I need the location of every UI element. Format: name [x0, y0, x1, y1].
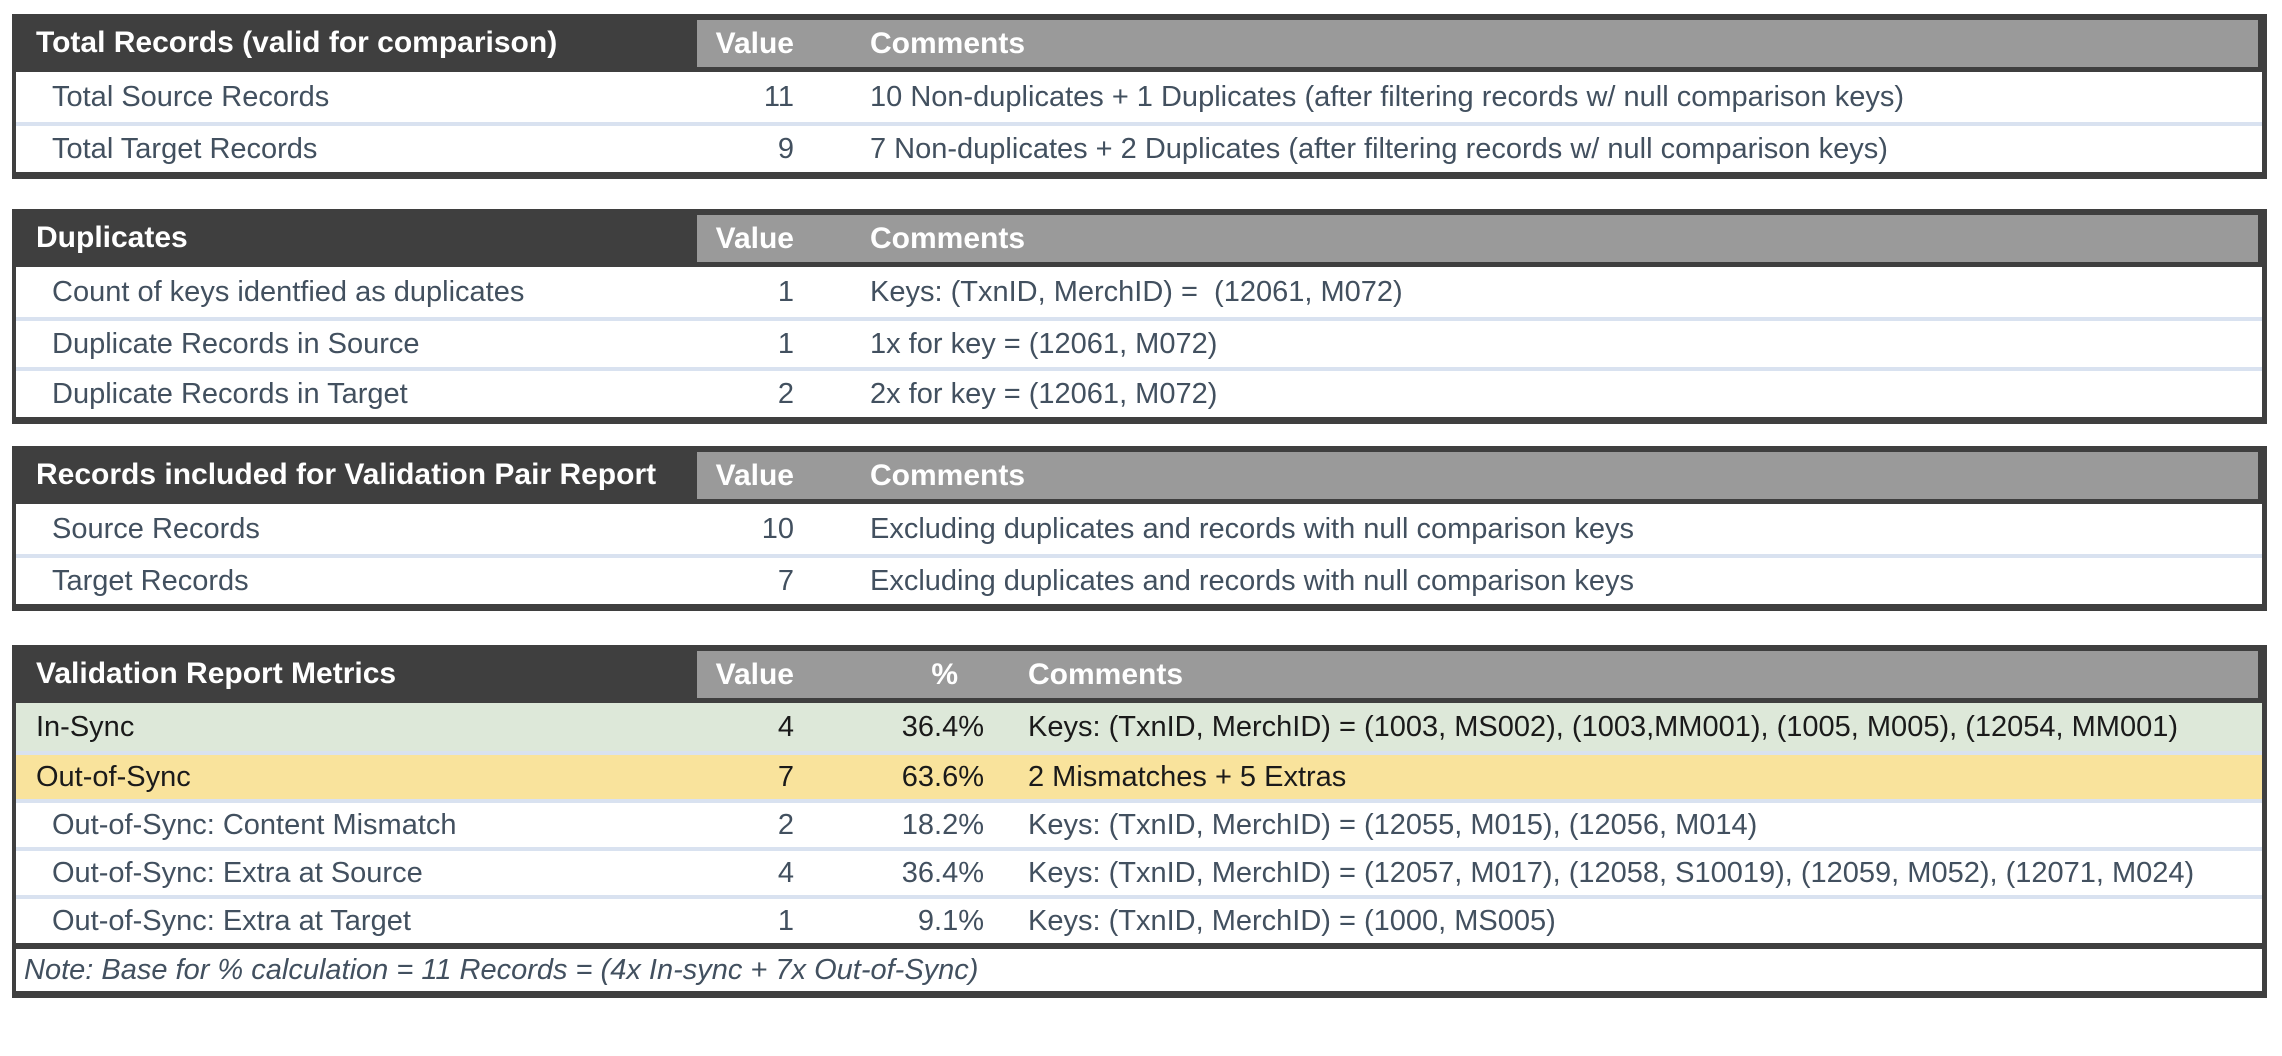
row-value: 7 [777, 564, 794, 597]
column-header-comments: Comments [870, 221, 1026, 255]
row-label: Count of keys identfied as duplicates [52, 275, 525, 308]
table-row: Total Source Records 11 10 Non-duplicate… [16, 72, 2262, 122]
table-header: Validation Report Metrics Value % Commen… [16, 645, 2262, 703]
row-label: Out-of-Sync: Extra at Target [52, 904, 411, 937]
column-header-comments: Comments [870, 26, 1026, 60]
column-header-value: Value [715, 458, 794, 492]
column-header-value: Value [715, 657, 794, 691]
row-comment: Excluding duplicates and records with nu… [870, 512, 1635, 545]
validation-summary-report: Total Records (valid for comparison) Val… [12, 14, 2267, 998]
row-percent: 36.4% [901, 856, 984, 889]
table-row: Total Target Records 9 7 Non-duplicates … [16, 122, 2262, 172]
table-row: Source Records 10 Excluding duplicates a… [16, 504, 2262, 554]
row-content-mismatch: Out-of-Sync: Content Mismatch 2 18.2% Ke… [16, 799, 2262, 847]
table-duplicates: Duplicates Value Comments Count of keys … [12, 209, 2267, 424]
row-label: Duplicate Records in Source [52, 327, 420, 360]
row-label: Out-of-Sync: Content Mismatch [52, 808, 457, 841]
table-validation-pair-records: Records included for Validation Pair Rep… [12, 446, 2267, 611]
row-value: 2 [777, 377, 794, 410]
row-percent: 9.1% [917, 904, 984, 937]
table-row: Duplicate Records in Target 2 2x for key… [16, 367, 2262, 417]
table-header: Records included for Validation Pair Rep… [16, 446, 2262, 504]
row-label: Out-of-Sync [36, 760, 191, 793]
row-value: 7 [777, 760, 794, 793]
table-total-records: Total Records (valid for comparison) Val… [12, 14, 2267, 179]
row-comment: Keys: (TxnID, MerchID) = (1000, MS005) [1028, 904, 1556, 937]
table-title: Total Records (valid for comparison) [36, 26, 558, 59]
row-extra-at-target: Out-of-Sync: Extra at Target 1 9.1% Keys… [16, 895, 2262, 943]
table-header: Total Records (valid for comparison) Val… [16, 14, 2262, 72]
row-value: 1 [777, 327, 794, 360]
table-title: Validation Report Metrics [36, 657, 397, 690]
row-comment: 2 Mismatches + 5 Extras [1028, 760, 1347, 793]
table-title: Records included for Validation Pair Rep… [36, 458, 657, 491]
row-value: 4 [777, 710, 794, 743]
row-value: 1 [777, 904, 794, 937]
row-label: Out-of-Sync: Extra at Source [52, 856, 423, 889]
row-comment: Keys: (TxnID, MerchID) = (12057, M017), … [1028, 856, 2195, 889]
percent-base-note: Note: Base for % calculation = 11 Record… [16, 943, 2262, 991]
table-row: Duplicate Records in Source 1 1x for key… [16, 317, 2262, 367]
row-label: Source Records [52, 512, 260, 545]
row-comment: Excluding duplicates and records with nu… [870, 564, 1635, 597]
table-validation-report-metrics: Validation Report Metrics Value % Commen… [12, 645, 2267, 998]
column-header-band: Value Comments [697, 452, 2258, 499]
column-header-value: Value [715, 221, 794, 255]
row-comment: Keys: (TxnID, MerchID) = (1003, MS002), … [1028, 710, 2178, 743]
table-row: Count of keys identfied as duplicates 1 … [16, 267, 2262, 317]
row-in-sync: In-Sync 4 36.4% Keys: (TxnID, MerchID) =… [16, 703, 2262, 751]
row-comment: Keys: (TxnID, MerchID) = (12055, M015), … [1028, 808, 1758, 841]
row-percent: 63.6% [901, 760, 984, 793]
note-text: Note: Base for % calculation = 11 Record… [24, 953, 979, 986]
row-label: Duplicate Records in Target [52, 377, 408, 410]
row-value: 4 [777, 856, 794, 889]
row-extra-at-source: Out-of-Sync: Extra at Source 4 36.4% Key… [16, 847, 2262, 895]
row-label: Target Records [52, 564, 249, 597]
table-header: Duplicates Value Comments [16, 209, 2262, 267]
row-comment: 2x for key = (12061, M072) [870, 377, 1218, 410]
row-percent: 18.2% [901, 808, 984, 841]
row-out-of-sync: Out-of-Sync 7 63.6% 2 Mismatches + 5 Ext… [16, 751, 2262, 799]
row-percent: 36.4% [901, 710, 984, 743]
row-label: Total Target Records [52, 132, 318, 165]
table-row: Target Records 7 Excluding duplicates an… [16, 554, 2262, 604]
row-comment: 10 Non-duplicates + 1 Duplicates (after … [870, 80, 1904, 113]
row-value: 2 [777, 808, 794, 841]
table-title: Duplicates [36, 221, 188, 254]
column-header-band: Value Comments [697, 215, 2258, 262]
row-comment: 7 Non-duplicates + 2 Duplicates (after f… [870, 132, 1888, 165]
column-header-percent: % [931, 657, 958, 691]
row-comment: Keys: (TxnID, MerchID) = (12061, M072) [870, 275, 1403, 308]
row-value: 1 [777, 275, 794, 308]
row-value: 9 [777, 132, 794, 165]
column-header-comments: Comments [1028, 657, 1184, 691]
row-comment: 1x for key = (12061, M072) [870, 327, 1218, 360]
column-header-band: Value Comments [697, 20, 2258, 67]
row-label: In-Sync [36, 710, 135, 743]
column-header-band: Value % Comments [697, 651, 2258, 698]
row-label: Total Source Records [52, 80, 330, 113]
column-header-comments: Comments [870, 458, 1026, 492]
row-value: 11 [763, 80, 794, 113]
column-header-value: Value [715, 26, 794, 60]
row-value: 10 [761, 512, 794, 545]
